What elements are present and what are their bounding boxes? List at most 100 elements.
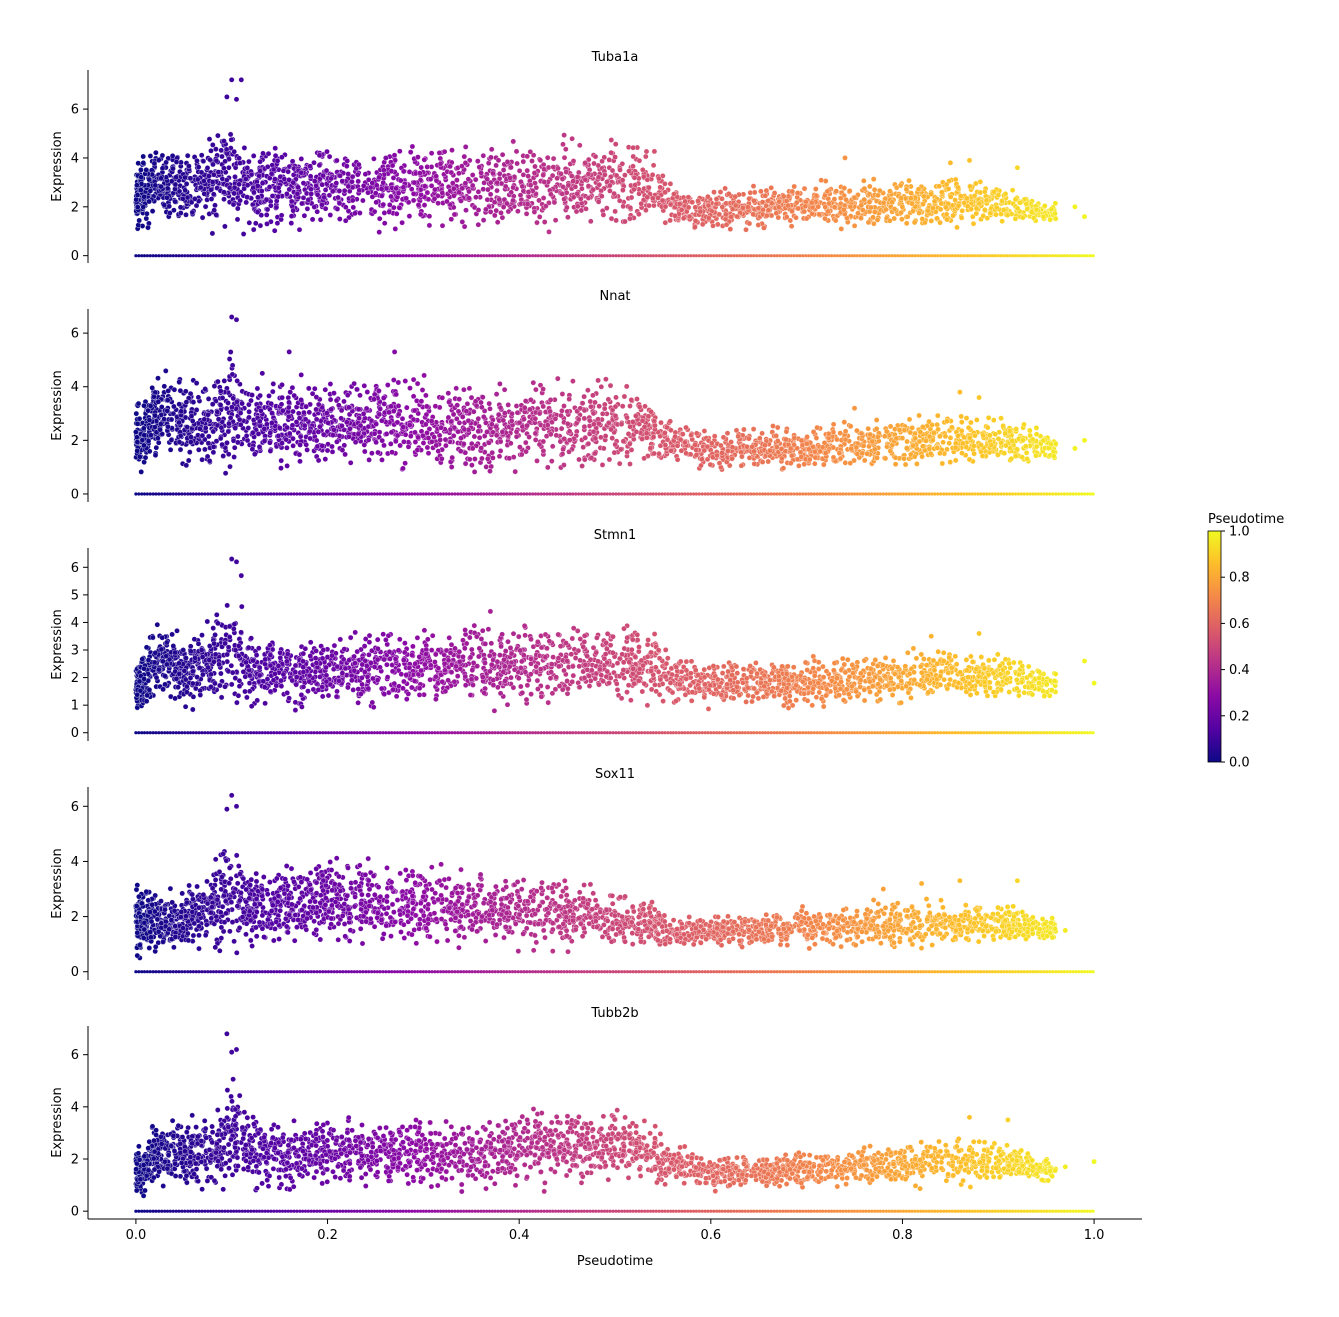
scatter-point <box>295 410 302 417</box>
scatter-point <box>715 254 719 258</box>
scatter-point <box>613 172 620 179</box>
scatter-point <box>687 451 694 458</box>
scatter-point <box>1071 254 1075 258</box>
scatter-point <box>860 207 866 213</box>
scatter-point <box>485 186 491 193</box>
scatter-point <box>1014 205 1021 212</box>
scatter-point <box>226 254 230 258</box>
scatter-point <box>950 254 954 258</box>
scatter-point <box>660 254 664 258</box>
scatter-point <box>550 155 557 162</box>
scatter-point <box>729 254 733 258</box>
scatter-point <box>965 424 972 431</box>
scatter-point <box>466 188 472 195</box>
scatter-point <box>259 370 266 377</box>
scatter-point <box>830 429 837 435</box>
scatter-point <box>822 215 828 222</box>
scatter-point <box>388 441 394 447</box>
scatter-point <box>410 376 417 383</box>
scatter-point <box>415 154 421 160</box>
scatter-point <box>1004 212 1011 218</box>
scatter-point <box>788 223 795 229</box>
scatter-point <box>822 178 829 184</box>
scatter-point <box>939 254 943 258</box>
scatter-point <box>423 421 429 428</box>
scatter-point <box>802 203 809 210</box>
scatter-point <box>558 412 564 419</box>
scatter-point <box>321 254 325 258</box>
scatter-point <box>319 181 325 188</box>
scatter-point <box>256 444 263 450</box>
scatter-point <box>222 223 228 230</box>
scatter-point <box>671 191 677 197</box>
scatter-point <box>641 455 647 462</box>
scatter-point <box>998 415 1004 421</box>
zero-expression-points <box>134 254 1095 258</box>
scatter-point <box>876 187 883 194</box>
scatter-point <box>547 397 554 403</box>
scatter-point <box>378 254 382 258</box>
scatter-point <box>741 426 747 433</box>
scatter-point <box>898 195 904 201</box>
scatter-point <box>488 146 495 153</box>
scatter-point <box>873 417 880 423</box>
scatter-point <box>383 431 390 437</box>
scatter-point <box>326 254 331 258</box>
scatter-point <box>659 197 666 204</box>
scatter-point <box>307 163 313 169</box>
scatter-point <box>968 419 974 426</box>
scatter-point <box>320 172 326 179</box>
scatter-point <box>317 216 324 223</box>
scatter-point <box>475 428 482 435</box>
scatter-point <box>667 181 674 187</box>
scatter-point <box>399 415 406 422</box>
scatter-point <box>647 445 654 451</box>
scatter-point <box>663 254 667 258</box>
scatter-point <box>657 254 661 258</box>
scatter-point <box>349 178 355 185</box>
scatter-point <box>520 158 527 165</box>
scatter-point <box>502 410 508 416</box>
scatter-point <box>313 406 319 413</box>
scatter-point <box>644 194 651 201</box>
scatter-point <box>483 464 489 470</box>
scatter-point <box>735 254 739 258</box>
scatter-point <box>562 254 566 258</box>
scatter-point <box>717 189 724 195</box>
scatter-point <box>892 461 899 467</box>
scatter-point <box>560 184 566 190</box>
scatter-point <box>958 193 964 199</box>
scatter-point <box>358 254 362 258</box>
scatter-point <box>249 446 256 452</box>
scatter-point <box>697 208 704 215</box>
scatter-point <box>246 254 250 258</box>
scatter-point <box>634 254 638 258</box>
scatter-point <box>732 193 739 200</box>
scatter-point <box>272 254 276 258</box>
scatter-point <box>238 77 245 83</box>
scatter-point <box>904 445 910 451</box>
scatter-point <box>361 442 368 448</box>
scatter-point <box>272 176 278 182</box>
scatter-point <box>420 432 426 439</box>
scatter-point <box>692 224 698 230</box>
scatter-point <box>1077 254 1081 258</box>
scatter-point <box>1033 431 1040 437</box>
scatter-point <box>482 254 486 258</box>
scatter-point <box>301 254 305 258</box>
scatter-point <box>344 254 348 258</box>
scatter-point <box>982 254 986 258</box>
scatter-point <box>254 385 261 392</box>
scatter-point <box>776 198 782 205</box>
scatter-point <box>418 164 424 171</box>
scatter-point <box>733 427 740 434</box>
scatter-point <box>430 254 434 258</box>
scatter-point <box>327 396 334 403</box>
scatter-point <box>304 206 311 212</box>
scatter-point <box>390 254 394 258</box>
scatter-point <box>380 179 386 186</box>
scatter-point <box>789 254 793 258</box>
scatter-point <box>980 213 986 219</box>
scatter-point <box>268 170 275 177</box>
